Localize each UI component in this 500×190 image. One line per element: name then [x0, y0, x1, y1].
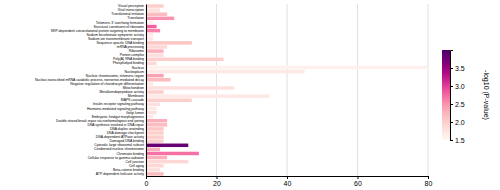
- colorbar-tick: 3.0: [450, 83, 465, 90]
- bar: [146, 156, 167, 159]
- bar: [146, 49, 164, 52]
- bar: [146, 21, 153, 24]
- x-tick-label: 20: [213, 180, 221, 187]
- x-tick-label: 0: [145, 180, 149, 187]
- y-axis-line: [146, 5, 147, 177]
- x-tick-label: 60: [354, 180, 362, 187]
- bar: [146, 139, 164, 142]
- bar: [146, 98, 192, 101]
- plot: 0 20 40 60 80 Visual perceptionViral transcri…: [35, 4, 433, 187]
- colorbar-tick-mark: [450, 122, 453, 123]
- bar: [146, 66, 428, 69]
- bar: [146, 82, 153, 85]
- colorbar-gradient: [442, 50, 450, 140]
- colorbar-axis-line: [451, 51, 454, 141]
- grid-line: [146, 4, 147, 176]
- colorbar-tick: 3.5: [450, 65, 465, 72]
- grid-line: [216, 4, 217, 176]
- x-tick-mark: [428, 176, 429, 179]
- x-axis: 0 20 40 60 80: [145, 176, 433, 187]
- bar: [146, 144, 188, 147]
- x-tick-label: 80: [425, 180, 433, 187]
- bar: [146, 107, 157, 110]
- bar: [146, 115, 153, 118]
- colorbar-tick-mark: [450, 140, 453, 141]
- colorbar-tick-label: 3.5: [455, 65, 465, 72]
- bar: [146, 168, 160, 171]
- bar: [146, 12, 167, 15]
- bar: [146, 41, 192, 44]
- x-tick: 80: [425, 176, 433, 187]
- x-tick-mark: [358, 176, 359, 179]
- bar: [146, 103, 160, 106]
- chart: 0 20 40 60 80 Visual perceptionViral transcri…: [0, 0, 500, 190]
- bar: [146, 111, 157, 114]
- bar: [146, 25, 157, 28]
- grid: [146, 4, 428, 176]
- colorbar-label: -log10 (P-value): [482, 70, 490, 120]
- y-tick: ATP-dependent helicase activity: [96, 172, 144, 176]
- bar: [146, 4, 164, 7]
- bar: [146, 123, 167, 126]
- bar: [146, 78, 171, 81]
- bar: [146, 8, 160, 11]
- bar: [146, 29, 160, 32]
- x-tick: 40: [284, 176, 292, 187]
- x-tick: 20: [213, 176, 221, 187]
- bar: [146, 45, 167, 48]
- colorbar-tick-label: 1.5: [455, 137, 465, 144]
- colorbar-tick: 2.0: [450, 119, 465, 126]
- colorbar-tick-mark: [450, 104, 453, 105]
- bar: [146, 70, 305, 73]
- bar: [146, 164, 164, 167]
- bar: [146, 17, 174, 20]
- colorbar-tick-mark: [450, 68, 453, 69]
- colorbar-tick: 1.5: [450, 137, 465, 144]
- bar: [146, 33, 153, 36]
- colorbar-tick: 2.5: [450, 101, 465, 108]
- x-tick-mark: [287, 176, 288, 179]
- colorbar-tick-mark: [450, 86, 453, 87]
- bar: [146, 74, 164, 77]
- bars: [146, 4, 428, 175]
- colorbar: 1.5 2.0 2.5 3.0 3.5 -log10 (P-value): [442, 50, 490, 144]
- bar: [146, 148, 160, 151]
- x-axis-line: [147, 177, 429, 180]
- bar: [146, 94, 269, 97]
- bar: [146, 53, 164, 56]
- bar: [146, 131, 164, 134]
- grid-line: [428, 4, 429, 176]
- bar: [146, 160, 188, 163]
- y-tick-label: ATP-dependent helicase activity: [96, 172, 144, 176]
- bar: [146, 135, 164, 138]
- colorbar-tick-label: 2.5: [455, 101, 465, 108]
- x-tick: 60: [354, 176, 362, 187]
- colorbar-axis: 1.5 2.0 2.5 3.0 3.5: [450, 51, 465, 144]
- x-tick-mark: [217, 176, 218, 179]
- bar: [146, 119, 167, 122]
- colorbar-tick-label: 2.0: [455, 119, 465, 126]
- bar: [146, 58, 224, 61]
- bar: [146, 62, 157, 65]
- bar: [146, 86, 234, 89]
- bar: [146, 37, 153, 40]
- grid-line: [357, 4, 358, 176]
- colorbar-tick-label: 3.0: [455, 83, 465, 90]
- bar: [146, 127, 164, 130]
- bar: [146, 152, 199, 155]
- x-tick: 0: [145, 176, 149, 187]
- x-tick-label: 40: [284, 180, 292, 187]
- bar: [146, 172, 164, 175]
- y-axis: Visual perceptionViral transcriptionTran…: [35, 4, 147, 176]
- grid-line: [287, 4, 288, 176]
- bar: [146, 90, 164, 93]
